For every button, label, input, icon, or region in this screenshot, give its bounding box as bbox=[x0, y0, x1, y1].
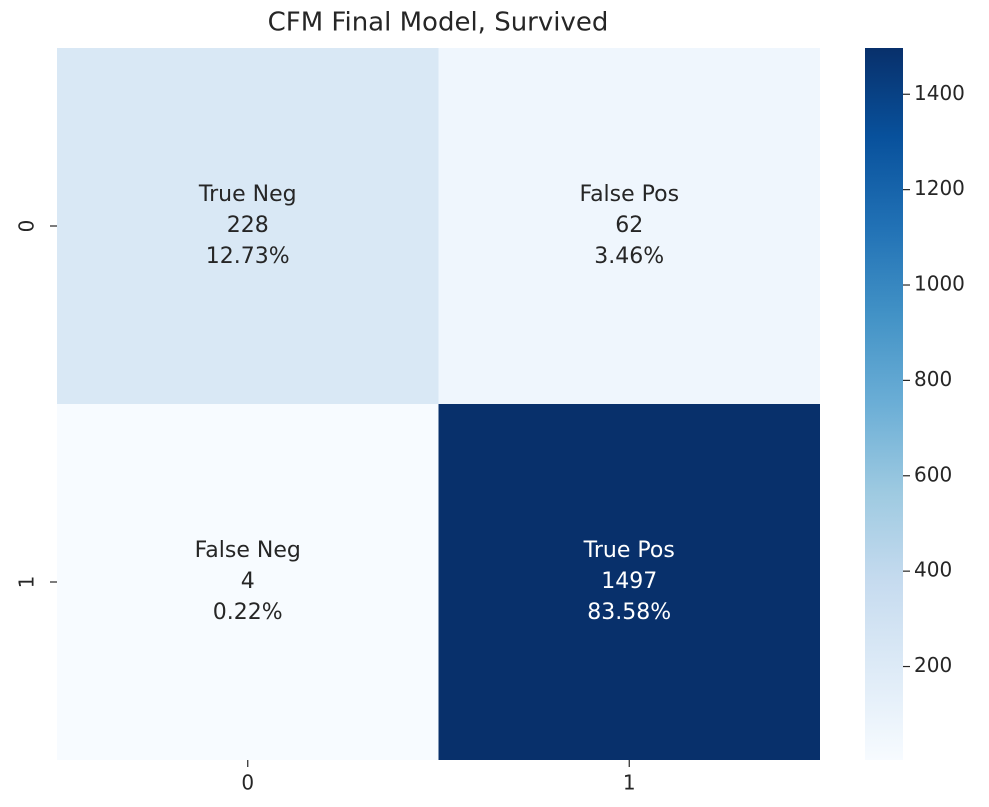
colorbar bbox=[865, 48, 903, 760]
heatmap-cell bbox=[438, 404, 820, 760]
colorbar-tick-label: 200 bbox=[914, 653, 952, 677]
cell-name: False Neg bbox=[195, 538, 301, 563]
chart-title: CFM Final Model, Survived bbox=[268, 8, 609, 38]
cell-value: 1497 bbox=[601, 569, 657, 594]
y-tick-label: 0 bbox=[15, 220, 39, 233]
cell-value: 62 bbox=[615, 213, 643, 238]
colorbar-tick-label: 600 bbox=[914, 462, 952, 486]
cell-name: False Pos bbox=[579, 182, 679, 207]
x-tick-label: 0 bbox=[241, 771, 254, 795]
y-tick-label: 1 bbox=[15, 576, 39, 589]
cell-percentage: 83.58% bbox=[587, 600, 671, 625]
cell-value: 228 bbox=[227, 213, 269, 238]
heatmap-cell bbox=[57, 48, 439, 404]
colorbar-tick-label: 400 bbox=[914, 558, 952, 582]
colorbar-tick-label: 1000 bbox=[914, 272, 965, 296]
cell-name: True Pos bbox=[583, 538, 675, 563]
colorbar-tick-label: 1400 bbox=[914, 81, 965, 105]
cell-value: 4 bbox=[241, 569, 255, 594]
heatmap-cell bbox=[57, 404, 439, 760]
cell-percentage: 12.73% bbox=[206, 244, 290, 269]
cell-percentage: 3.46% bbox=[594, 244, 664, 269]
cell-percentage: 0.22% bbox=[213, 600, 283, 625]
heatmap-cell bbox=[438, 48, 820, 404]
colorbar-tick-label: 800 bbox=[914, 367, 952, 391]
x-tick-label: 1 bbox=[623, 771, 636, 795]
colorbar-tick-label: 1200 bbox=[914, 176, 965, 200]
cell-name: True Neg bbox=[198, 182, 297, 207]
